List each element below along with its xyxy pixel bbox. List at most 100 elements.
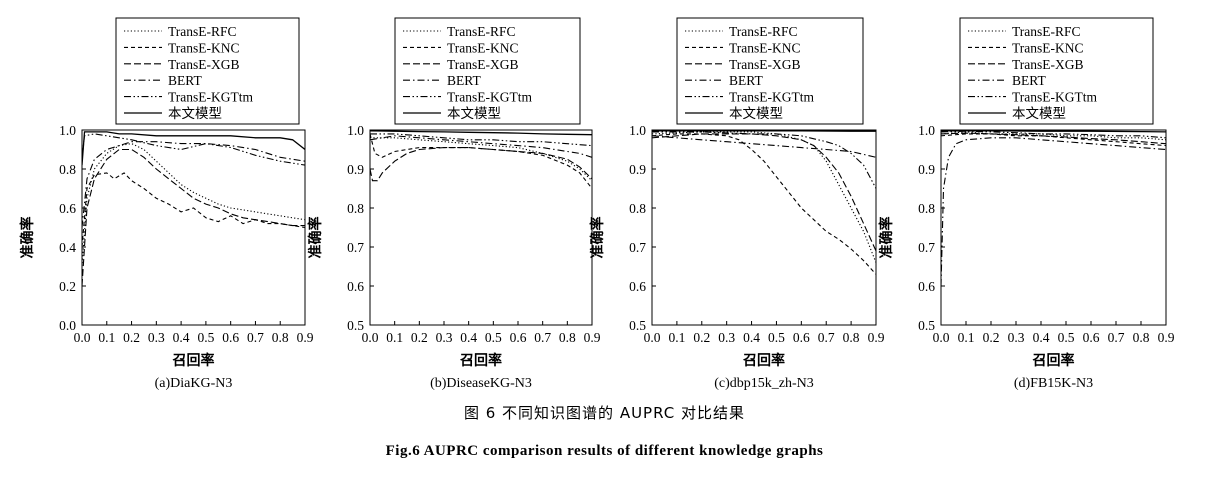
series-line-BERT — [82, 141, 305, 228]
legend-label: TransE-KNC — [729, 40, 801, 55]
x-tick-label: 0.1 — [668, 330, 685, 345]
series-line-TransE-KNC — [82, 172, 305, 248]
y-tick-label: 1.0 — [629, 123, 646, 138]
panel-caption: (a)DiaKG-N3 — [155, 376, 233, 391]
legend-box — [676, 17, 864, 125]
x-tick-label: 0.2 — [123, 330, 140, 345]
x-tick-label: 0.8 — [1133, 330, 1150, 345]
x-tick-label: 0.6 — [510, 330, 527, 345]
legend-label: TransE-KGTtm — [729, 90, 815, 105]
series-line-TransE-KGTtm — [941, 130, 1166, 139]
x-tick-label: 0.5 — [485, 330, 502, 345]
y-tick-label: 0.6 — [918, 279, 935, 294]
series-line-TransE-XGB — [652, 133, 876, 252]
x-tick-label: 0.6 — [222, 330, 239, 345]
legend-label: TransE-KGTtm — [447, 90, 533, 105]
y-tick-label: 1.0 — [59, 123, 76, 138]
series-line-TransE-KNC — [370, 133, 592, 189]
y-tick-label: 0.9 — [629, 162, 646, 177]
y-tick-label: 0.9 — [918, 162, 935, 177]
chart-panel-3: 0.0 0.1 0.2 0.3 0.4 0.5 0.6 0.7 0.8 0.9 0.5 0.6 0.7 0… — [589, 17, 885, 391]
legend-label: TransE-XGB — [168, 57, 240, 72]
x-tick-label: 0.8 — [559, 330, 576, 345]
y-axis-title: 准确率 — [19, 217, 36, 259]
chart-panel-2: 0.0 0.1 0.2 0.3 0.4 0.5 0.6 0.7 0.8 0.9 0.5 0.6 0.7 0… — [307, 17, 601, 391]
plot-area-frame — [940, 129, 1167, 326]
y-tick-label: 0.5 — [629, 318, 646, 333]
series-line-TransE-KNC — [652, 133, 876, 275]
y-tick-label: 0.5 — [918, 318, 935, 333]
y-tick-label: 0.5 — [347, 318, 364, 333]
y-tick-label: 0.6 — [629, 279, 646, 294]
y-tick-label: 0.8 — [918, 201, 935, 216]
x-tick-label: 0.1 — [386, 330, 403, 345]
chart-panel-4: 0.0 0.1 0.2 0.3 0.4 0.5 0.6 0.7 0.8 0.9 0.5 0.6 0.7 0… — [878, 17, 1175, 391]
series-line-TransE-KGTtm — [82, 133, 305, 166]
series-line-BERT — [370, 135, 592, 158]
x-tick-label: 0.9 — [584, 330, 601, 345]
series-line-BERT — [941, 137, 1166, 287]
chart-panel-1: 0.0 0.1 0.2 0.3 0.4 0.5 0.6 0.7 0.8 0.9 0.0 0.2 0.4 0… — [19, 17, 314, 391]
y-tick-label: 0.6 — [59, 201, 76, 216]
legend-label: TransE-KGTtm — [1012, 90, 1098, 105]
legend-label: 本文模型 — [447, 106, 501, 121]
legend-label: TransE-XGB — [447, 57, 519, 72]
x-tick-label: 0.3 — [148, 330, 165, 345]
y-tick-label: 0.7 — [918, 240, 935, 255]
plot-area-frame — [369, 129, 593, 326]
y-tick-label: 0.7 — [629, 240, 646, 255]
y-tick-label: 0.0 — [59, 318, 76, 333]
legend-label: TransE-RFC — [168, 24, 237, 39]
legend-label: TransE-XGB — [729, 57, 801, 72]
plot-area-frame — [81, 129, 306, 326]
y-tick-label: 1.0 — [347, 123, 364, 138]
legend-label: TransE-KGTtm — [168, 90, 254, 105]
x-axis-title: 召回率 — [743, 352, 785, 369]
x-tick-label: 0.2 — [411, 330, 428, 345]
series-line-TransE-XGB — [82, 148, 305, 287]
plot-area-frame — [651, 129, 877, 326]
y-tick-label: 0.9 — [347, 162, 364, 177]
x-tick-label: 0.8 — [272, 330, 289, 345]
y-tick-label: 0.8 — [347, 201, 364, 216]
series-line-TransE-KNC — [941, 133, 1166, 147]
x-tick-label: 0.0 — [644, 330, 661, 345]
series-line-TransE-KGTtm — [370, 133, 592, 147]
series-line-本文模型 — [370, 130, 592, 136]
y-tick-label: 0.8 — [59, 162, 76, 177]
legend-label: TransE-RFC — [1012, 24, 1081, 39]
series-line-TransE-XGB — [941, 132, 1166, 145]
legend-box — [115, 17, 300, 125]
series-line-TransE-KGTtm — [652, 131, 876, 189]
x-tick-label: 0.9 — [1158, 330, 1175, 345]
legend-label: BERT — [1012, 73, 1046, 88]
series-line-TransE-RFC — [82, 143, 305, 267]
x-tick-label: 0.9 — [868, 330, 885, 345]
x-tick-label: 0.7 — [247, 330, 264, 345]
x-tick-label: 0.4 — [173, 330, 190, 345]
legend-label: 本文模型 — [729, 106, 783, 121]
x-tick-label: 0.4 — [1033, 330, 1050, 345]
series-line-TransE-RFC — [941, 131, 1166, 141]
y-axis-title: 准确率 — [878, 217, 895, 259]
x-tick-label: 0.5 — [768, 330, 785, 345]
legend-label: TransE-KNC — [1012, 40, 1084, 55]
series-line-本文模型 — [82, 131, 305, 166]
x-tick-label: 0.8 — [843, 330, 860, 345]
legend-box — [394, 17, 581, 125]
legend-label: TransE-KNC — [447, 40, 519, 55]
y-tick-label: 1.0 — [918, 123, 935, 138]
y-axis-title: 准确率 — [307, 217, 324, 259]
x-tick-label: 0.0 — [74, 330, 91, 345]
series-line-BERT — [652, 135, 876, 158]
series-line-TransE-XGB — [370, 147, 592, 182]
x-tick-label: 0.3 — [1008, 330, 1025, 345]
x-tick-label: 0.6 — [1083, 330, 1100, 345]
panel-caption: (b)DiseaseKG-N3 — [430, 376, 532, 391]
x-tick-label: 0.1 — [98, 330, 115, 345]
